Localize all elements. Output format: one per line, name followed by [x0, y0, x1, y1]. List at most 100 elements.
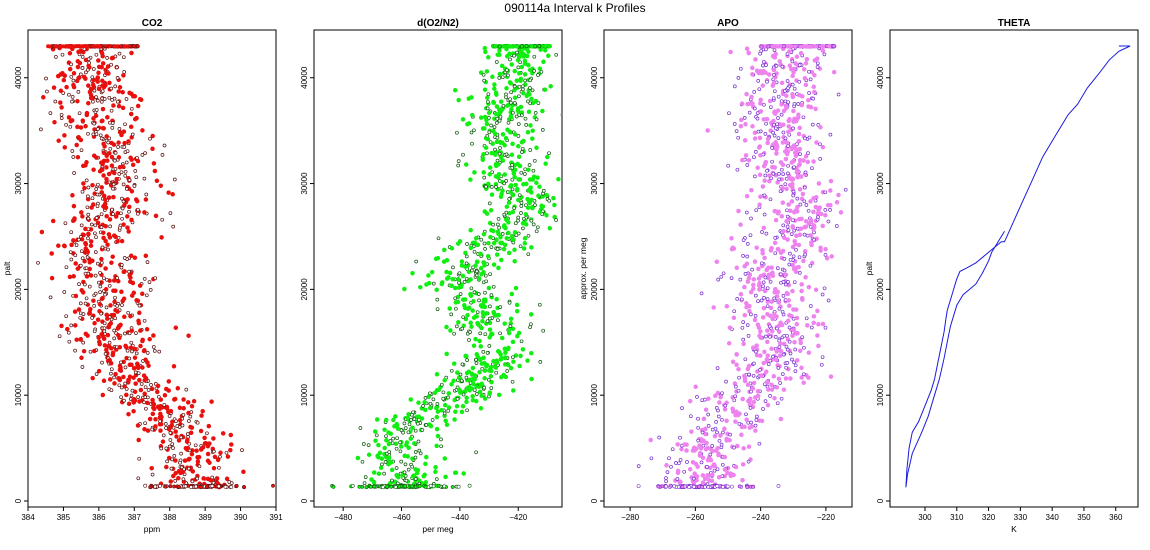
data-point — [826, 219, 831, 224]
data-point — [102, 321, 107, 326]
data-point — [134, 175, 139, 180]
data-point — [86, 185, 91, 190]
data-point — [498, 234, 503, 240]
data-point — [382, 445, 387, 451]
y-tick-label: 0 — [14, 498, 23, 503]
data-point — [474, 242, 480, 248]
data-point — [735, 297, 740, 301]
data-point — [504, 236, 510, 241]
data-point — [763, 173, 768, 178]
data-point — [116, 89, 121, 94]
data-point — [788, 251, 792, 256]
data-point — [519, 170, 524, 175]
data-point — [740, 325, 745, 330]
data-point — [90, 82, 96, 88]
data-point — [492, 125, 497, 129]
data-point — [119, 211, 123, 216]
data-point — [507, 197, 512, 201]
data-point — [121, 182, 126, 187]
data-point — [86, 131, 90, 136]
data-point — [485, 95, 490, 100]
data-point — [117, 335, 122, 341]
data-point — [796, 112, 801, 118]
data-point — [99, 260, 104, 265]
data-point — [680, 406, 684, 410]
data-point — [741, 238, 746, 242]
data-point — [727, 111, 731, 116]
data-point — [45, 89, 49, 94]
data-point — [474, 450, 478, 455]
data-point — [479, 381, 484, 387]
data-point — [135, 298, 141, 303]
data-point — [742, 138, 748, 143]
data-point — [732, 122, 737, 126]
data-point — [783, 272, 789, 277]
data-point — [73, 323, 78, 328]
data-point — [715, 484, 720, 489]
data-point — [797, 157, 803, 163]
data-point — [129, 50, 134, 56]
y-tick-label: 10000 — [590, 384, 599, 407]
data-point — [491, 358, 496, 364]
data-point — [214, 476, 220, 481]
data-point — [496, 392, 502, 398]
data-point — [657, 435, 662, 440]
data-point — [515, 50, 519, 55]
data-point — [510, 177, 515, 182]
data-point — [665, 470, 670, 474]
data-point — [737, 421, 742, 426]
data-point — [106, 140, 111, 145]
data-point — [775, 289, 780, 295]
data-point — [87, 310, 92, 316]
data-point — [787, 303, 792, 308]
data-point — [41, 95, 46, 100]
data-point — [88, 349, 93, 354]
data-point — [189, 425, 195, 430]
data-point — [503, 44, 508, 49]
data-point — [105, 242, 110, 247]
data-point — [224, 476, 230, 482]
data-point — [419, 416, 425, 421]
data-point — [823, 325, 828, 330]
data-point — [379, 456, 385, 461]
data-point — [752, 361, 756, 366]
data-point — [434, 414, 440, 420]
data-point — [149, 386, 155, 392]
data-point — [545, 154, 550, 160]
data-point — [142, 400, 146, 405]
data-point — [784, 344, 789, 349]
data-point — [791, 108, 796, 114]
data-point — [151, 345, 156, 349]
data-point — [162, 143, 167, 148]
data-point — [133, 381, 138, 386]
data-point — [110, 121, 115, 125]
data-point — [525, 205, 531, 210]
data-point — [512, 53, 516, 58]
data-point — [83, 246, 89, 251]
data-point — [473, 263, 478, 268]
data-point — [107, 95, 112, 100]
data-point — [680, 484, 685, 489]
y-tick-label: 40000 — [14, 66, 23, 89]
data-point — [442, 402, 448, 408]
data-point — [816, 181, 822, 186]
data-point — [120, 303, 124, 307]
data-point — [754, 349, 758, 354]
data-point — [482, 45, 488, 51]
data-point — [716, 452, 721, 458]
data-point — [523, 78, 527, 83]
data-point — [112, 158, 117, 163]
data-point — [70, 44, 75, 49]
data-point — [168, 431, 173, 435]
data-point — [115, 76, 120, 80]
data-point — [820, 355, 825, 360]
data-point — [149, 465, 154, 471]
data-point — [87, 260, 93, 265]
data-point — [556, 176, 561, 182]
data-point — [743, 153, 749, 158]
data-point — [823, 208, 828, 212]
data-point — [720, 462, 725, 467]
data-point — [152, 349, 157, 353]
data-point — [790, 94, 796, 100]
data-point — [482, 87, 488, 92]
